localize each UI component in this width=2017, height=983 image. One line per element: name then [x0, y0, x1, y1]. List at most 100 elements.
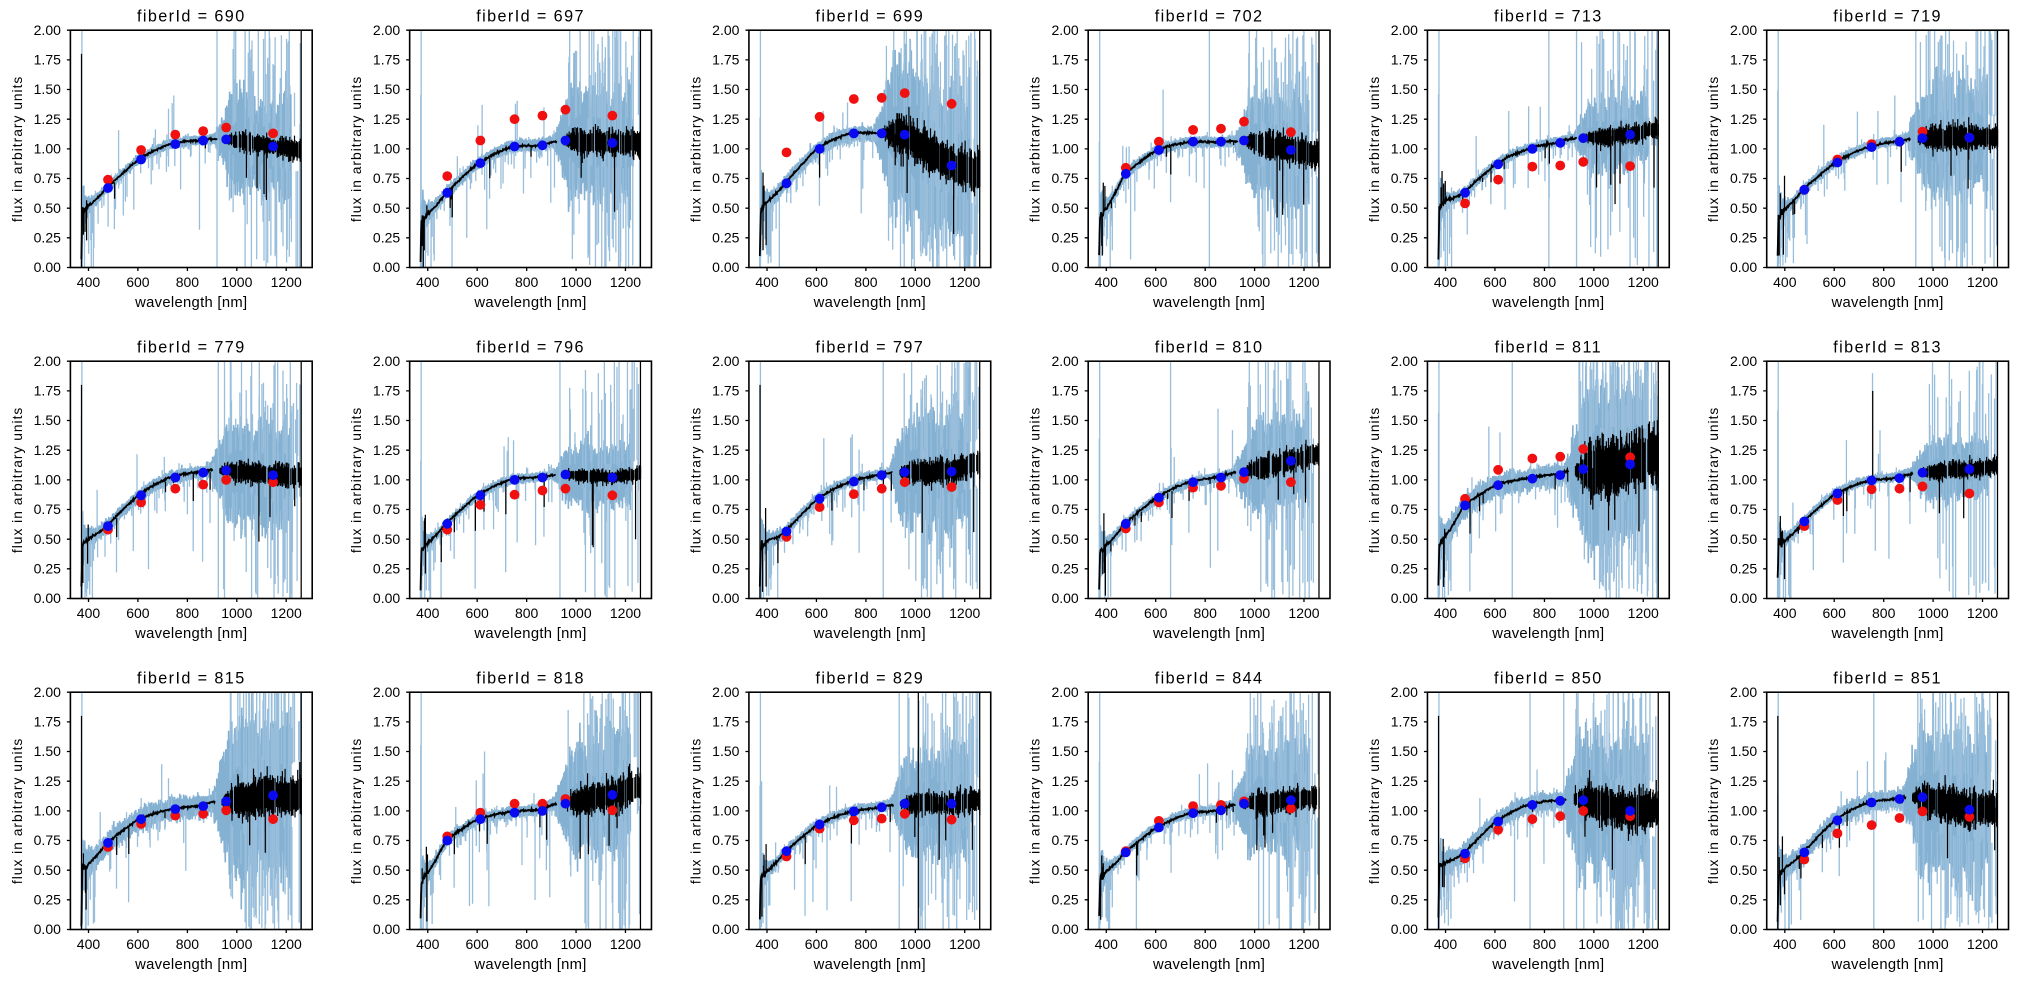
svg-text:wavelength [nm]: wavelength [nm]	[1152, 957, 1265, 973]
svg-text:wavelength [nm]: wavelength [nm]	[1152, 626, 1265, 642]
svg-text:400: 400	[77, 274, 101, 290]
svg-text:800: 800	[1872, 605, 1896, 621]
svg-text:1000: 1000	[1918, 936, 1949, 952]
svg-text:0.50: 0.50	[34, 200, 61, 216]
svg-text:400: 400	[755, 274, 779, 290]
svg-text:800: 800	[1194, 274, 1218, 290]
svg-text:0.75: 0.75	[712, 832, 739, 848]
svg-text:1.75: 1.75	[1051, 52, 1078, 68]
svg-text:fiberId = 796: fiberId = 796	[476, 339, 585, 357]
svg-text:flux in arbitrary units: flux in arbitrary units	[349, 738, 364, 884]
svg-text:flux in arbitrary units: flux in arbitrary units	[688, 407, 703, 553]
svg-text:1.75: 1.75	[373, 714, 400, 730]
svg-text:wavelength [nm]: wavelength [nm]	[134, 957, 247, 973]
svg-text:400: 400	[1434, 605, 1458, 621]
svg-text:1.75: 1.75	[712, 383, 739, 399]
svg-text:wavelength [nm]: wavelength [nm]	[1491, 626, 1604, 642]
svg-text:0.25: 0.25	[1391, 892, 1418, 908]
svg-text:flux in arbitrary units: flux in arbitrary units	[349, 407, 364, 553]
svg-text:1.75: 1.75	[1051, 383, 1078, 399]
svg-text:0.50: 0.50	[373, 200, 400, 216]
svg-text:wavelength [nm]: wavelength [nm]	[1491, 957, 1604, 973]
svg-text:600: 600	[126, 605, 150, 621]
svg-text:1000: 1000	[221, 936, 252, 952]
svg-text:1.00: 1.00	[712, 141, 739, 157]
svg-text:0.00: 0.00	[1730, 590, 1757, 606]
svg-text:800: 800	[1194, 605, 1218, 621]
svg-text:fiberId = 810: fiberId = 810	[1155, 339, 1264, 357]
svg-text:2.00: 2.00	[1391, 22, 1418, 38]
svg-text:0.75: 0.75	[1051, 832, 1078, 848]
svg-text:800: 800	[854, 605, 878, 621]
svg-text:0.25: 0.25	[1391, 230, 1418, 246]
svg-text:800: 800	[515, 274, 539, 290]
svg-text:1200: 1200	[1967, 274, 1998, 290]
svg-text:2.00: 2.00	[373, 684, 400, 700]
svg-text:1000: 1000	[1578, 605, 1609, 621]
svg-text:0.00: 0.00	[1051, 590, 1078, 606]
svg-text:fiberId = 702: fiberId = 702	[1155, 8, 1264, 26]
svg-text:1.75: 1.75	[1391, 52, 1418, 68]
svg-text:2.00: 2.00	[373, 22, 400, 38]
svg-text:wavelength [nm]: wavelength [nm]	[1830, 295, 1943, 311]
svg-text:400: 400	[77, 605, 101, 621]
svg-text:1.75: 1.75	[1730, 383, 1757, 399]
svg-text:fiberId = 818: fiberId = 818	[476, 670, 585, 688]
svg-text:1200: 1200	[1628, 936, 1659, 952]
svg-text:0.50: 0.50	[1391, 200, 1418, 216]
svg-text:0.75: 0.75	[712, 501, 739, 517]
svg-text:0.25: 0.25	[1051, 892, 1078, 908]
svg-text:1.00: 1.00	[34, 141, 61, 157]
svg-text:400: 400	[1773, 274, 1797, 290]
svg-text:flux in arbitrary units: flux in arbitrary units	[1706, 76, 1721, 222]
svg-text:1000: 1000	[1239, 936, 1270, 952]
svg-text:0.50: 0.50	[1730, 531, 1757, 547]
svg-text:0.50: 0.50	[1051, 200, 1078, 216]
svg-text:1000: 1000	[1578, 274, 1609, 290]
svg-text:400: 400	[1773, 605, 1797, 621]
svg-text:800: 800	[854, 936, 878, 952]
svg-text:1.25: 1.25	[373, 442, 400, 458]
svg-text:1.00: 1.00	[712, 803, 739, 819]
svg-text:1.00: 1.00	[1730, 141, 1757, 157]
svg-text:0.25: 0.25	[34, 230, 61, 246]
svg-text:1200: 1200	[610, 605, 641, 621]
svg-text:0.50: 0.50	[373, 862, 400, 878]
svg-text:0.00: 0.00	[1730, 921, 1757, 937]
svg-text:2.00: 2.00	[373, 353, 400, 369]
svg-text:1.75: 1.75	[373, 383, 400, 399]
svg-text:1.50: 1.50	[34, 81, 61, 97]
svg-text:600: 600	[1483, 936, 1507, 952]
svg-text:0.00: 0.00	[712, 259, 739, 275]
svg-text:800: 800	[515, 605, 539, 621]
svg-text:2.00: 2.00	[1730, 22, 1757, 38]
svg-text:fiberId = 813: fiberId = 813	[1833, 339, 1942, 357]
svg-text:1000: 1000	[560, 936, 591, 952]
svg-text:1000: 1000	[1239, 605, 1270, 621]
svg-text:fiberId = 844: fiberId = 844	[1155, 670, 1264, 688]
svg-text:1.75: 1.75	[712, 714, 739, 730]
svg-text:0.25: 0.25	[373, 561, 400, 577]
svg-text:fiberId = 829: fiberId = 829	[815, 670, 924, 688]
svg-text:800: 800	[1872, 936, 1896, 952]
svg-text:wavelength [nm]: wavelength [nm]	[134, 295, 247, 311]
svg-text:1.25: 1.25	[1730, 773, 1757, 789]
svg-text:0.25: 0.25	[712, 561, 739, 577]
svg-text:2.00: 2.00	[1051, 22, 1078, 38]
svg-text:flux in arbitrary units: flux in arbitrary units	[1367, 76, 1382, 222]
svg-text:wavelength [nm]: wavelength [nm]	[1491, 295, 1604, 311]
svg-text:0.50: 0.50	[1051, 862, 1078, 878]
svg-text:400: 400	[416, 605, 440, 621]
svg-text:flux in arbitrary units: flux in arbitrary units	[688, 738, 703, 884]
svg-text:0.75: 0.75	[373, 501, 400, 517]
svg-text:1.50: 1.50	[373, 412, 400, 428]
svg-text:1.25: 1.25	[1730, 111, 1757, 127]
svg-text:wavelength [nm]: wavelength [nm]	[1830, 957, 1943, 973]
svg-text:1.25: 1.25	[712, 773, 739, 789]
svg-text:0.50: 0.50	[1391, 862, 1418, 878]
svg-text:fiberId = 699: fiberId = 699	[815, 8, 924, 26]
svg-text:wavelength [nm]: wavelength [nm]	[134, 626, 247, 642]
svg-text:1200: 1200	[949, 274, 980, 290]
svg-text:0.75: 0.75	[373, 170, 400, 186]
svg-text:1.25: 1.25	[1730, 442, 1757, 458]
